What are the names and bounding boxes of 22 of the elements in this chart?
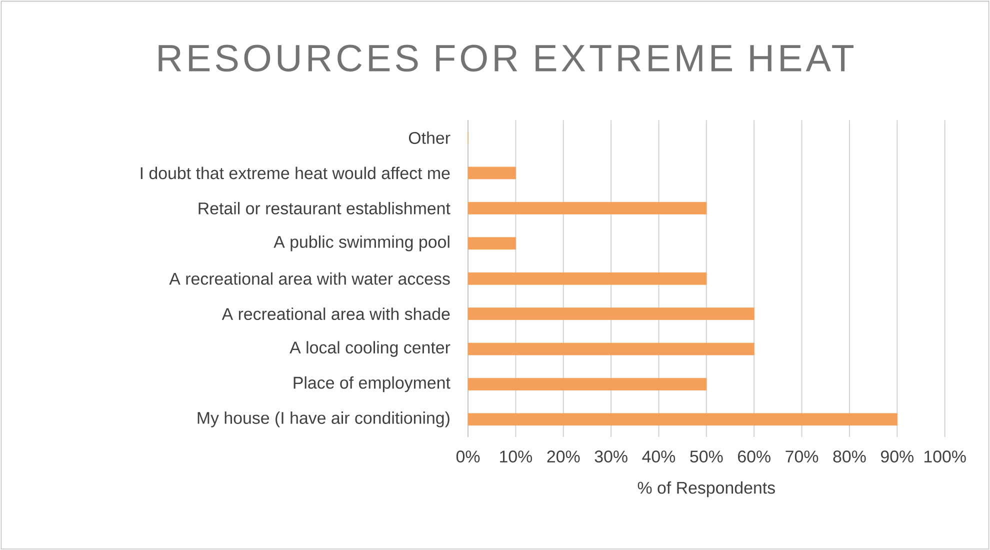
- y-tick-label: Other: [408, 131, 450, 144]
- x-tick-label: 70%: [786, 450, 818, 462]
- x-tick-label: 10%: [500, 450, 532, 462]
- x-tick-label: 30%: [594, 450, 628, 462]
- y-tick-label: A public swimming pool: [274, 235, 450, 252]
- x-tick-label: 90%: [881, 450, 914, 462]
- y-tick-label: Place of employment: [294, 376, 450, 392]
- y-tick-label: A recreational area with water access: [169, 272, 450, 285]
- y-tick-label: My house (I have air conditioning): [198, 411, 450, 428]
- y-tick-label: A local cooling center: [290, 341, 450, 357]
- x-tick-label: 40%: [642, 450, 676, 462]
- chart-title: RESOURCES FOR EXTREME HEAT: [158, 44, 854, 72]
- x-tick-label: 80%: [833, 450, 866, 462]
- x-axis-title: % of Respondents: [638, 481, 775, 498]
- y-tick-label: I doubt that extreme heat would affect me: [140, 166, 450, 180]
- x-tick-label: 60%: [738, 450, 770, 462]
- x-tick-label: 50%: [690, 450, 723, 462]
- x-tick-label: 0%: [456, 450, 480, 462]
- x-tick-label: 100%: [924, 450, 966, 462]
- x-tick-label: 20%: [547, 450, 580, 462]
- y-tick-label: A recreational area with shade: [222, 308, 450, 320]
- y-tick-label: Retail or restaurant establishment: [198, 202, 450, 214]
